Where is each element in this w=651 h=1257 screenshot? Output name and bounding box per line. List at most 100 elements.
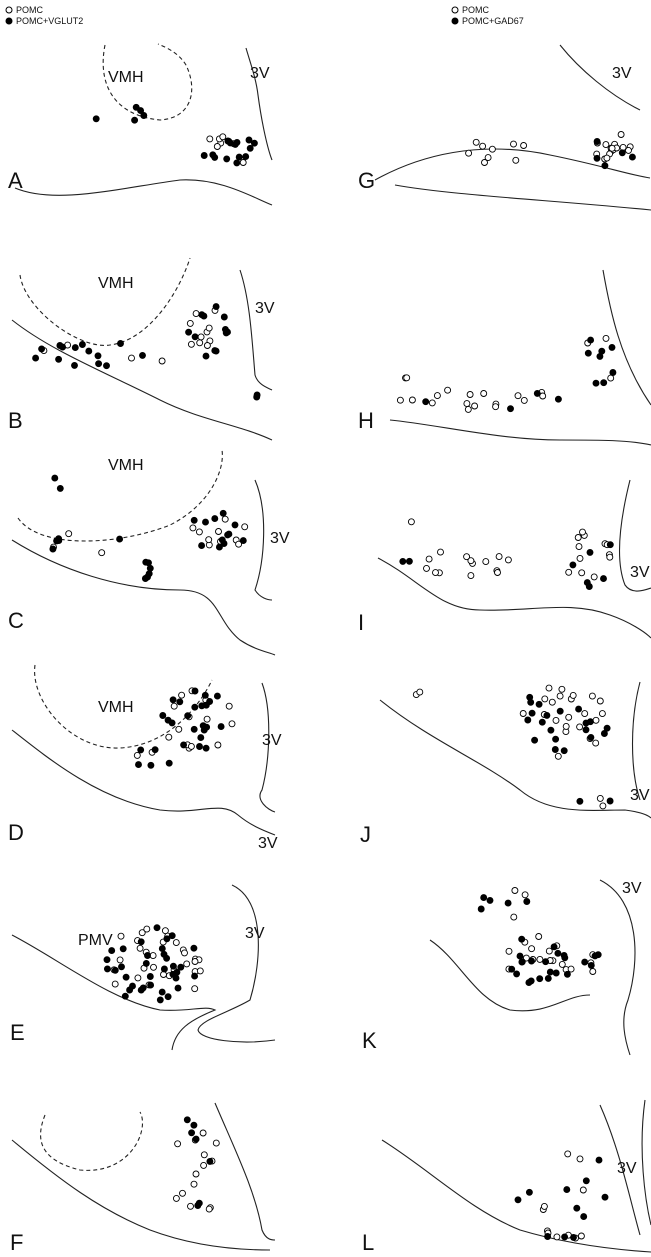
cell [181,949,188,957]
cell [576,554,584,562]
cell [580,1213,588,1221]
cell [158,357,166,365]
cell [565,713,573,721]
cell [121,992,129,1000]
cell [561,954,569,962]
cell [494,569,501,576]
cell [536,975,544,983]
cell [603,154,611,162]
cell [587,961,595,969]
cell [479,142,487,150]
cell [584,349,592,357]
cell [65,530,73,538]
cell [223,155,231,163]
cell [51,474,59,482]
cell [172,974,180,982]
cell [433,392,441,400]
ventricle [602,269,651,406]
cell [142,558,150,566]
cell [422,398,430,406]
cell [583,579,591,587]
cell [129,982,136,990]
cell [599,802,607,810]
cell [514,1196,522,1204]
cell [577,1232,585,1240]
cell [561,1233,569,1241]
cell [140,112,148,119]
cell [592,379,600,387]
cell [195,1199,203,1207]
cell [239,159,247,166]
cell [241,523,249,531]
cell [596,352,604,360]
cell [161,927,169,935]
cell [545,684,553,692]
cell [600,575,607,583]
cell [163,954,171,962]
cell [575,705,583,713]
cell [582,1177,590,1185]
cell [235,540,243,548]
cell [178,691,186,699]
cell [528,945,536,953]
cell [187,742,195,750]
cell [199,1129,207,1137]
cell [488,145,496,153]
cell [203,342,211,349]
cell [416,688,424,696]
cell [137,986,145,994]
cell [136,944,144,952]
cell [199,722,207,730]
panel-letter: G [358,168,375,193]
cell [190,1180,198,1188]
cell [147,761,155,769]
cell [190,944,198,952]
brain-edge [379,699,651,819]
cell [103,956,111,964]
cell [187,1202,194,1210]
pmv-boundary [40,1111,144,1171]
cell [185,328,193,336]
cell [158,988,166,996]
cell [477,905,485,913]
cell [200,1161,208,1169]
cell [137,938,145,946]
panel-letter: K [362,1028,377,1053]
cells [32,103,636,1242]
cell [552,716,560,724]
cell [191,333,199,341]
cell [520,142,528,149]
cell [183,960,191,968]
cell [55,535,63,543]
cell [569,561,577,569]
cell [554,395,562,403]
vmh-boundary [19,257,191,346]
cell [471,402,479,410]
cell [206,698,214,705]
cell [590,573,598,581]
cell [463,553,471,561]
cell [143,925,151,933]
cell [558,960,566,968]
cell [147,981,155,989]
cell [135,761,142,769]
panel-letter: H [358,408,374,433]
cell [215,528,222,535]
cell [576,797,584,805]
cell [213,692,221,700]
cell [576,1155,584,1163]
cell [111,966,119,974]
cell [399,557,407,565]
cell [600,730,608,737]
region-label: PMV [78,932,113,949]
cell [575,543,583,551]
cell [524,716,532,724]
cell [187,340,195,348]
cell [544,1233,552,1240]
cell [472,138,480,146]
cell [538,718,546,726]
cell [504,899,512,907]
cell [218,536,226,544]
cell [128,354,135,362]
